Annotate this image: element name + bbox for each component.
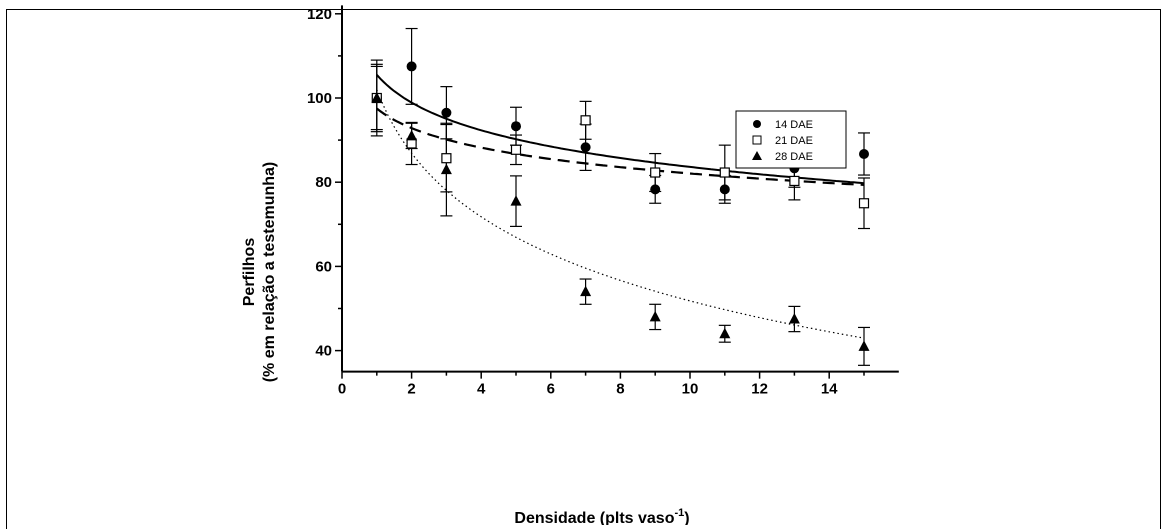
point-28-dae [719, 327, 731, 339]
x-tick-label: 2 [407, 381, 415, 398]
legend-marker [753, 120, 761, 128]
point-21-dae [510, 144, 522, 155]
point-21-dae [580, 115, 591, 126]
point-21-dae [858, 198, 870, 209]
fit-curves [376, 74, 865, 339]
legend-label: 21 DAE [775, 135, 813, 147]
y-tick-label: 40 [315, 343, 332, 360]
tick-labels: 40 60 80 100 120 0 2 4 6 8 10 12 14 [307, 6, 838, 398]
point-21-dae [441, 153, 452, 164]
point-21-dae [650, 167, 661, 178]
point-21-dae [789, 175, 800, 187]
point-21-dae [719, 167, 730, 178]
y-tick-label: 60 [315, 258, 332, 275]
x-tick-label: 6 [547, 381, 555, 398]
point-14-dae [650, 184, 661, 195]
x-tick-label: 14 [821, 381, 838, 398]
x-axis-label-main: Densidade (plts vaso [514, 510, 674, 525]
legend-label: 14 DAE [775, 119, 813, 131]
x-tick-label: 4 [477, 381, 486, 398]
legend-marker [752, 135, 762, 145]
fit-curve-21-dae [376, 107, 865, 186]
point-14-dae [859, 148, 869, 159]
point-14-dae [406, 61, 417, 72]
y-tick-label: 120 [307, 6, 332, 23]
y-axis-label-line2: (% em relação a testemunha) [261, 162, 278, 383]
point-14-dae [441, 107, 452, 118]
point-28-dae [371, 92, 383, 103]
point-14-dae [580, 142, 591, 153]
y-tick-label: 80 [315, 174, 332, 191]
point-28-dae [858, 340, 870, 351]
point-28-dae [788, 313, 800, 324]
point-28-dae [649, 310, 661, 322]
x-tick-label: 10 [682, 381, 699, 398]
fit-curve-28-dae [376, 89, 865, 339]
point-28-dae [580, 285, 592, 297]
y-tick-label: 100 [307, 90, 332, 107]
point-14-dae [719, 184, 730, 195]
legend-marker [752, 151, 762, 160]
figure-frame [6, 9, 1161, 529]
point-28-dae [406, 129, 418, 141]
x-axis-label-suffix: ) [684, 510, 689, 525]
legend-label: 28 DAE [775, 151, 813, 163]
x-axis-label-superscript: -1 [674, 507, 684, 519]
x-tick-label: 12 [751, 381, 768, 398]
point-28-dae [440, 163, 452, 175]
point-14-dae [511, 121, 521, 132]
legend: 14 DAE 21 DAE 28 DAE [735, 110, 847, 169]
x-tick-label: 8 [616, 381, 624, 398]
point-28-dae [510, 195, 522, 206]
axes [335, 5, 899, 379]
fit-curve-14-dae [376, 74, 865, 185]
x-axis-label: Densidade (plts vaso-1) [514, 507, 689, 525]
y-axis-label-line1: Perfilhos [241, 238, 258, 307]
x-tick-label: 0 [338, 381, 346, 398]
